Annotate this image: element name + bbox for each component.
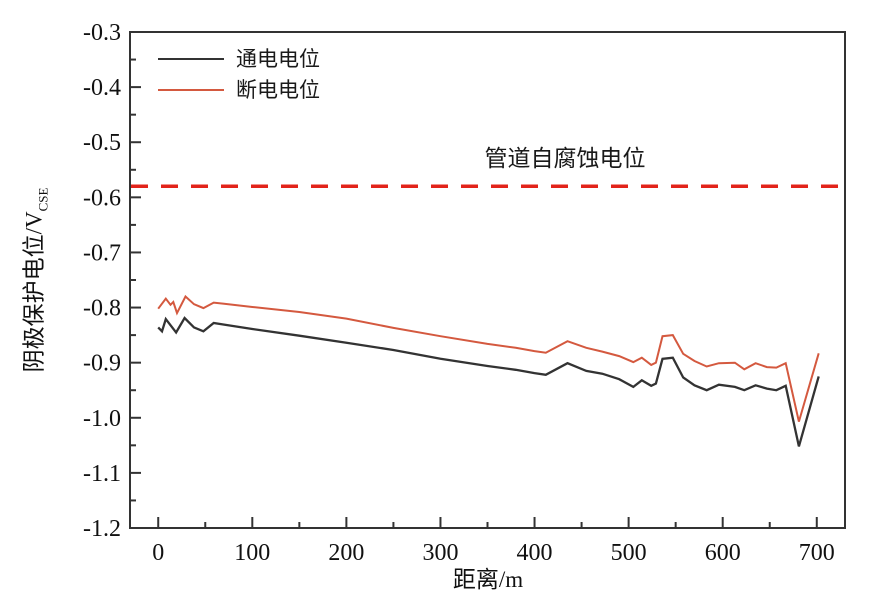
svg-text:-0.5: -0.5 xyxy=(83,130,121,156)
svg-text:-1.0: -1.0 xyxy=(83,406,121,432)
svg-text:-0.7: -0.7 xyxy=(83,240,121,266)
chart-legend: 通电电位 断电电位 xyxy=(158,47,320,102)
series-line-1 xyxy=(157,294,820,422)
svg-text:600: 600 xyxy=(705,540,741,566)
svg-text:0: 0 xyxy=(152,540,164,566)
y-axis-title-sub: CSE xyxy=(35,187,51,212)
reference-line-label: 管道自腐蚀电位 xyxy=(484,146,646,171)
y-axis-title: 阴极保护电位/VCSE xyxy=(15,188,52,373)
svg-text:-0.9: -0.9 xyxy=(83,351,121,377)
y-axis-title-main: 阴极保护电位/V xyxy=(21,211,47,373)
svg-text:-1.1: -1.1 xyxy=(83,461,121,487)
svg-text:-1.2: -1.2 xyxy=(83,516,121,542)
plot-frame xyxy=(129,31,846,529)
legend-entry-off-potential: 断电电位 xyxy=(158,78,320,102)
svg-text:700: 700 xyxy=(799,540,835,566)
series-line-0 xyxy=(157,316,820,447)
svg-text:-0.8: -0.8 xyxy=(83,296,121,322)
legend-entry-on-potential: 通电电位 xyxy=(158,47,320,71)
svg-text:-0.4: -0.4 xyxy=(83,75,121,101)
svg-text:100: 100 xyxy=(234,540,270,566)
x-axis-ticks: 0 100 200 300 400 500 600 700 xyxy=(152,517,835,566)
svg-text:-0.6: -0.6 xyxy=(83,185,121,211)
x-axis-title: 距离/m xyxy=(452,567,524,592)
legend-line-off-potential xyxy=(158,89,224,91)
legend-line-on-potential xyxy=(158,58,224,60)
svg-text:500: 500 xyxy=(611,540,647,566)
y-axis-ticks: -0.3 -0.4 -0.5 -0.6 -0.7 -0.8 -0.9 -1.0 -1.1 -1.2 xyxy=(83,20,141,542)
svg-text:300: 300 xyxy=(422,540,458,566)
svg-text:400: 400 xyxy=(517,540,553,566)
legend-label-on-potential: 通电电位 xyxy=(236,46,320,71)
legend-label-off-potential: 断电电位 xyxy=(236,77,320,102)
svg-text:-0.3: -0.3 xyxy=(83,20,121,46)
svg-text:200: 200 xyxy=(328,540,364,566)
